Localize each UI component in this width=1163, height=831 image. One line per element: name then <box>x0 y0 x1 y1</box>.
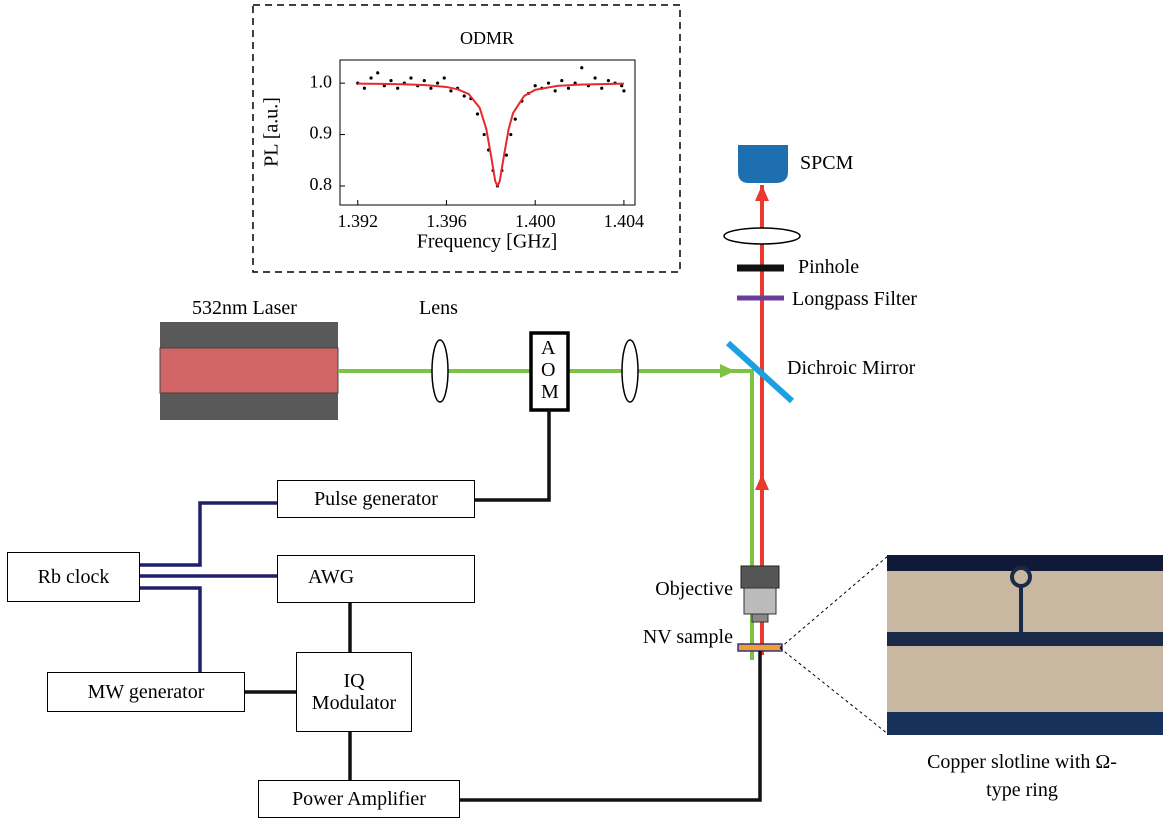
awg: AWG <box>277 555 475 603</box>
chart-title: ODMR <box>460 28 514 48</box>
nv-sample <box>738 644 782 651</box>
y-axis-label: PL [a.u.] <box>261 97 283 167</box>
data-point <box>622 89 625 92</box>
lens <box>622 340 638 402</box>
data-point <box>560 79 563 82</box>
label: 532nm Laser <box>192 297 297 319</box>
data-point <box>547 82 550 85</box>
data-point <box>593 76 596 79</box>
data-point <box>409 76 412 79</box>
laser-rod <box>160 348 338 393</box>
green-arrow <box>720 364 735 378</box>
data-point <box>509 133 512 136</box>
caption: Copper slotline with Ω-type ring <box>912 748 1132 804</box>
data-point <box>514 118 517 121</box>
red-arrow <box>755 474 769 490</box>
x-tick-label: 1.396 <box>426 211 467 231</box>
cable <box>245 410 760 800</box>
x-axis-label: Frequency [GHz] <box>417 231 558 253</box>
data-point <box>429 87 432 90</box>
objective <box>744 588 776 614</box>
label: Lens <box>419 297 458 319</box>
label: SPCM <box>800 152 853 174</box>
data-point <box>389 79 392 82</box>
data-point <box>534 84 537 87</box>
data-point <box>580 66 583 69</box>
data-point <box>369 76 372 79</box>
x-tick-label: 1.400 <box>515 211 556 231</box>
data-point <box>376 71 379 74</box>
label: Objective <box>655 578 733 600</box>
y-tick-label: 0.8 <box>310 174 333 194</box>
lens <box>724 228 800 244</box>
data-point <box>554 89 557 92</box>
data-point <box>463 94 466 97</box>
pulse-generator: Pulse generator <box>277 480 475 518</box>
x-tick-label: 1.404 <box>604 211 645 231</box>
data-point <box>483 133 486 136</box>
zoom-line <box>780 648 888 734</box>
photo <box>1012 568 1030 586</box>
objective <box>741 566 779 588</box>
iq-modulator: IQ Modulator <box>296 652 412 732</box>
photo <box>887 632 1163 646</box>
data-point <box>396 87 399 90</box>
power-amplifier: Power Amplifier <box>258 780 460 818</box>
y-tick-label: 1.0 <box>310 71 333 91</box>
data-point <box>600 87 603 90</box>
page: ODMR Frequency [GHz] PL [a.u.] 1.392 1.39… <box>0 0 1163 831</box>
label: Longpass Filter <box>792 288 917 310</box>
fit-line <box>358 84 624 186</box>
data-point <box>567 87 570 90</box>
x-tick-label: 1.392 <box>337 211 378 231</box>
mw-generator: MW generator <box>47 672 245 712</box>
label: NV sample <box>643 626 733 648</box>
objective <box>752 614 768 622</box>
data-point <box>363 87 366 90</box>
clock-line <box>140 503 277 672</box>
label: Dichroic Mirror <box>787 357 915 379</box>
rb-clock: Rb clock <box>7 552 140 602</box>
lens <box>432 340 448 402</box>
red-arrow <box>755 185 769 201</box>
data-point <box>449 89 452 92</box>
photo <box>887 712 1163 735</box>
data-point <box>436 82 439 85</box>
data-point <box>607 79 610 82</box>
spcm <box>738 145 788 183</box>
data-point <box>443 76 446 79</box>
data-point <box>476 112 479 115</box>
label: AOM <box>541 337 555 403</box>
data-point <box>423 79 426 82</box>
y-tick-label: 0.9 <box>310 123 333 143</box>
zoom-line <box>780 556 888 648</box>
label: Pinhole <box>798 256 859 278</box>
